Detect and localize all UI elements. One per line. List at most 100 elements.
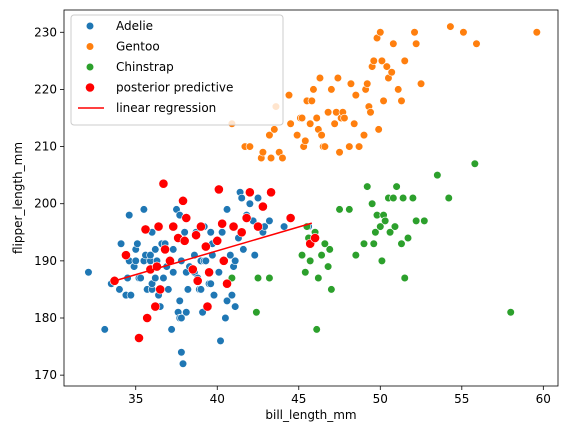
gentoo-point — [366, 108, 375, 117]
legend-label-posterior-predictive: posterior predictive — [116, 81, 233, 95]
adelie-point — [222, 205, 232, 214]
posterior-predictive-point — [155, 284, 166, 295]
chinstrap-point — [390, 222, 400, 231]
x-tick-label: 50 — [373, 392, 388, 406]
x-axis-label: bill_length_mm — [265, 408, 356, 422]
posterior-predictive-point — [168, 221, 179, 232]
gentoo-point — [317, 131, 326, 140]
chinstrap-point — [252, 308, 261, 317]
chinstrap-point — [325, 245, 334, 254]
chinstrap-point — [265, 273, 274, 283]
chinstrap-point — [376, 222, 385, 231]
legend-label-adelie: Adelie — [116, 19, 153, 33]
chinstrap-point — [351, 251, 360, 260]
adelie-point — [279, 222, 289, 231]
posterior-predictive-point — [165, 255, 175, 266]
chinstrap-point — [397, 239, 406, 248]
adelie-point — [139, 205, 148, 214]
gentoo-point — [315, 73, 325, 83]
gentoo-point — [359, 131, 369, 140]
plot-area — [63, 9, 559, 387]
gentoo-point — [333, 73, 343, 83]
chinstrap-point — [400, 273, 409, 283]
adelie-point — [136, 273, 145, 283]
chinstrap-point — [253, 273, 263, 283]
gentoo-point — [265, 131, 274, 140]
gentoo-point — [306, 119, 315, 128]
chinstrap-point — [314, 273, 323, 283]
legend-label-gentoo: Gentoo — [116, 40, 160, 54]
gentoo-point — [379, 96, 388, 105]
posterior-predictive-point — [178, 195, 188, 206]
posterior-predictive-point — [179, 235, 190, 246]
chinstrap-point — [335, 205, 344, 214]
legend-frame — [70, 14, 284, 126]
gentoo-point — [363, 79, 372, 88]
chinstrap-point — [506, 308, 515, 317]
adelie-point — [218, 228, 227, 237]
posterior-predictive-point — [241, 213, 252, 223]
posterior-predictive-point — [204, 267, 215, 278]
adelie-point — [167, 325, 176, 334]
x-tick-label: 40 — [210, 392, 225, 406]
gentoo-point — [416, 79, 426, 88]
adelie-point — [164, 285, 173, 294]
posterior-predictive-point — [181, 213, 192, 223]
gentoo-point — [389, 39, 398, 48]
adelie-point — [169, 268, 178, 277]
gentoo-point — [340, 113, 349, 123]
gentoo-point — [293, 131, 302, 140]
gentoo-point — [301, 136, 310, 145]
y-axis: 170 180 190 200 210 220 230 — [34, 25, 64, 382]
legend-marker-chinstrap — [85, 62, 95, 72]
adelie-point — [231, 302, 240, 311]
posterior-predictive-point — [142, 313, 153, 323]
data-marks — [84, 22, 541, 368]
gentoo-point — [307, 96, 316, 105]
gentoo-point — [335, 148, 344, 157]
posterior-predictive-point — [153, 221, 164, 232]
y-tick-label: 170 — [34, 368, 57, 382]
posterior-predictive-point — [222, 278, 232, 289]
adelie-point — [206, 228, 215, 237]
adelie-point — [115, 285, 124, 294]
gentoo-point — [412, 39, 421, 48]
chinstrap-point — [377, 256, 387, 265]
chinstrap-point — [392, 182, 401, 191]
chinstrap-point — [369, 239, 378, 248]
posterior-predictive-point — [285, 213, 296, 223]
posterior-predictive-point — [191, 230, 201, 241]
gentoo-point — [382, 62, 391, 71]
gentoo-point — [394, 85, 403, 94]
gentoo-point — [532, 28, 541, 37]
adelie-point — [84, 268, 93, 277]
chinstrap-point — [412, 216, 421, 225]
y-tick-label: 230 — [34, 25, 57, 39]
chinstrap-point — [301, 268, 310, 277]
posterior-predictive-point — [310, 233, 320, 243]
posterior-predictive-point — [212, 235, 223, 246]
posterior-predictive-point — [196, 221, 206, 232]
chinstrap-point — [297, 251, 307, 260]
adelie-point — [214, 268, 223, 277]
adelie-point — [177, 348, 186, 357]
legend-marker-gentoo — [85, 42, 95, 51]
gentoo-point — [345, 142, 354, 151]
adelie-point — [151, 245, 160, 254]
adelie-point — [159, 273, 168, 283]
x-tick-label: 55 — [454, 392, 469, 406]
posterior-predictive-point — [217, 218, 228, 229]
posterior-predictive-point — [150, 301, 161, 312]
adelie-point — [239, 245, 248, 254]
adelie-point — [131, 256, 140, 265]
gentoo-point — [309, 85, 318, 94]
chinstrap-point — [470, 159, 479, 168]
gentoo-point — [245, 142, 254, 151]
gentoo-point — [286, 119, 295, 128]
adelie-point — [245, 199, 254, 208]
chinstrap-point — [317, 251, 326, 260]
chinstrap-point — [381, 216, 390, 225]
adelie-point — [169, 245, 178, 254]
posterior-predictive-point — [134, 333, 144, 343]
legend-label-chinstrap: Chinstrap — [116, 60, 174, 74]
